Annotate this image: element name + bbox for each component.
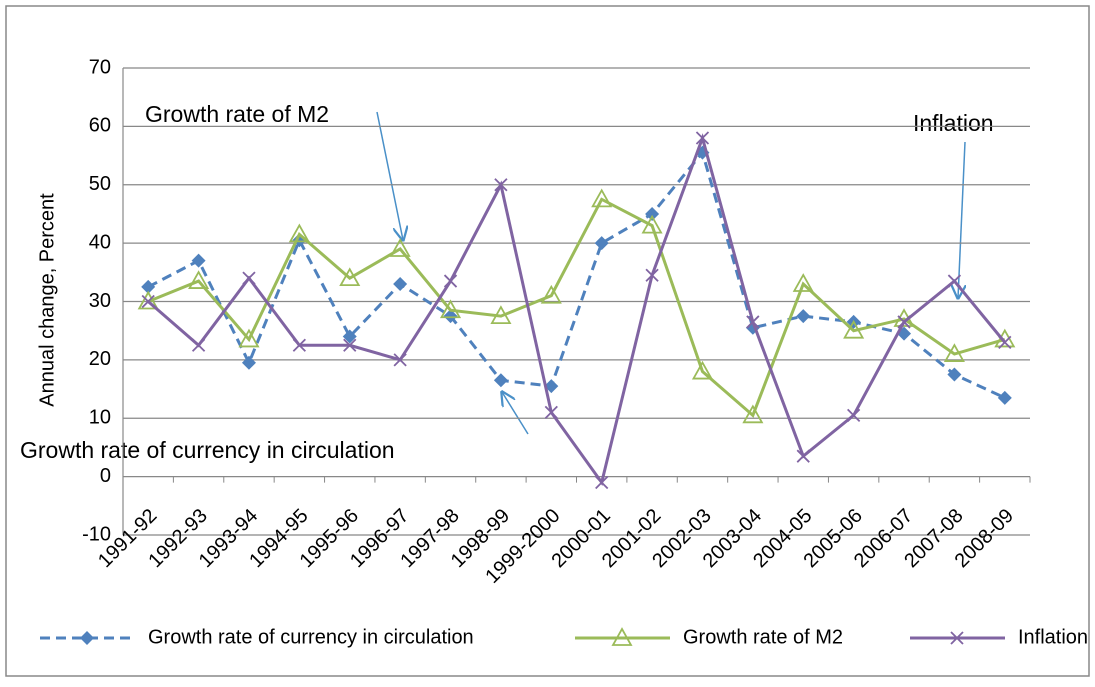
annotation-arrow [376,111,403,240]
marker [292,338,306,352]
y-tick-label: 10 [89,407,111,429]
marker [490,305,512,324]
y-tick-label: 70 [89,56,111,78]
marker [141,279,156,294]
marker [943,343,965,362]
marker [494,178,508,192]
marker [792,273,814,292]
chart-border [5,5,1090,677]
series-line [147,149,1006,400]
marker [796,449,810,463]
marker [238,328,260,348]
annotation-arrow [958,141,965,298]
marker [897,315,911,329]
y-axis-label: Annual change, Percent [36,193,58,407]
annotation: Growth rate of currency in circulation [20,437,395,463]
marker [339,267,361,287]
marker [191,253,206,268]
marker [695,131,710,145]
marker [691,360,714,380]
marker [645,206,660,221]
y-tick-label: 0 [100,465,111,487]
marker [242,271,256,285]
marker [544,405,558,420]
marker [641,214,663,234]
marker [493,373,508,388]
marker [389,238,411,257]
marker [191,338,206,352]
y-tick-label: 20 [89,348,111,370]
y-tick-label: 60 [89,115,111,137]
marker [241,355,256,370]
marker [947,274,962,288]
marker [742,404,764,424]
legend-marker [80,631,94,645]
y-tick-label: 40 [89,231,111,253]
y-tick-label: -10 [82,523,111,545]
annotation: Inflation [913,110,994,136]
marker [540,284,562,304]
legend-marker [611,627,633,646]
legend-label: Growth rate of M2 [683,626,843,648]
marker [594,236,609,251]
legend-label: Inflation [1018,626,1088,648]
marker [137,290,159,310]
series-line [147,133,1006,486]
marker [544,379,559,394]
marker [998,335,1012,349]
marker [443,274,458,288]
marker [746,315,760,329]
marker [288,223,310,243]
marker [439,299,462,319]
legend-label: Growth rate of currency in circulation [148,626,474,648]
marker [591,188,613,208]
marker [443,309,458,324]
marker [342,329,357,344]
marker [847,408,861,422]
marker [393,353,407,367]
marker [188,270,210,289]
marker [947,367,962,382]
annotation-arrow [502,392,529,435]
y-tick-label: 30 [89,290,111,312]
marker [796,309,811,324]
marker [843,319,865,339]
marker [343,338,357,352]
marker [645,268,659,282]
series-line [147,197,1006,418]
marker [393,276,408,291]
annotation: Growth rate of M2 [145,101,329,127]
marker [997,390,1012,405]
legend-marker [950,631,964,645]
marker [595,475,609,490]
marker [141,294,155,309]
y-tick-label: 50 [89,173,111,195]
